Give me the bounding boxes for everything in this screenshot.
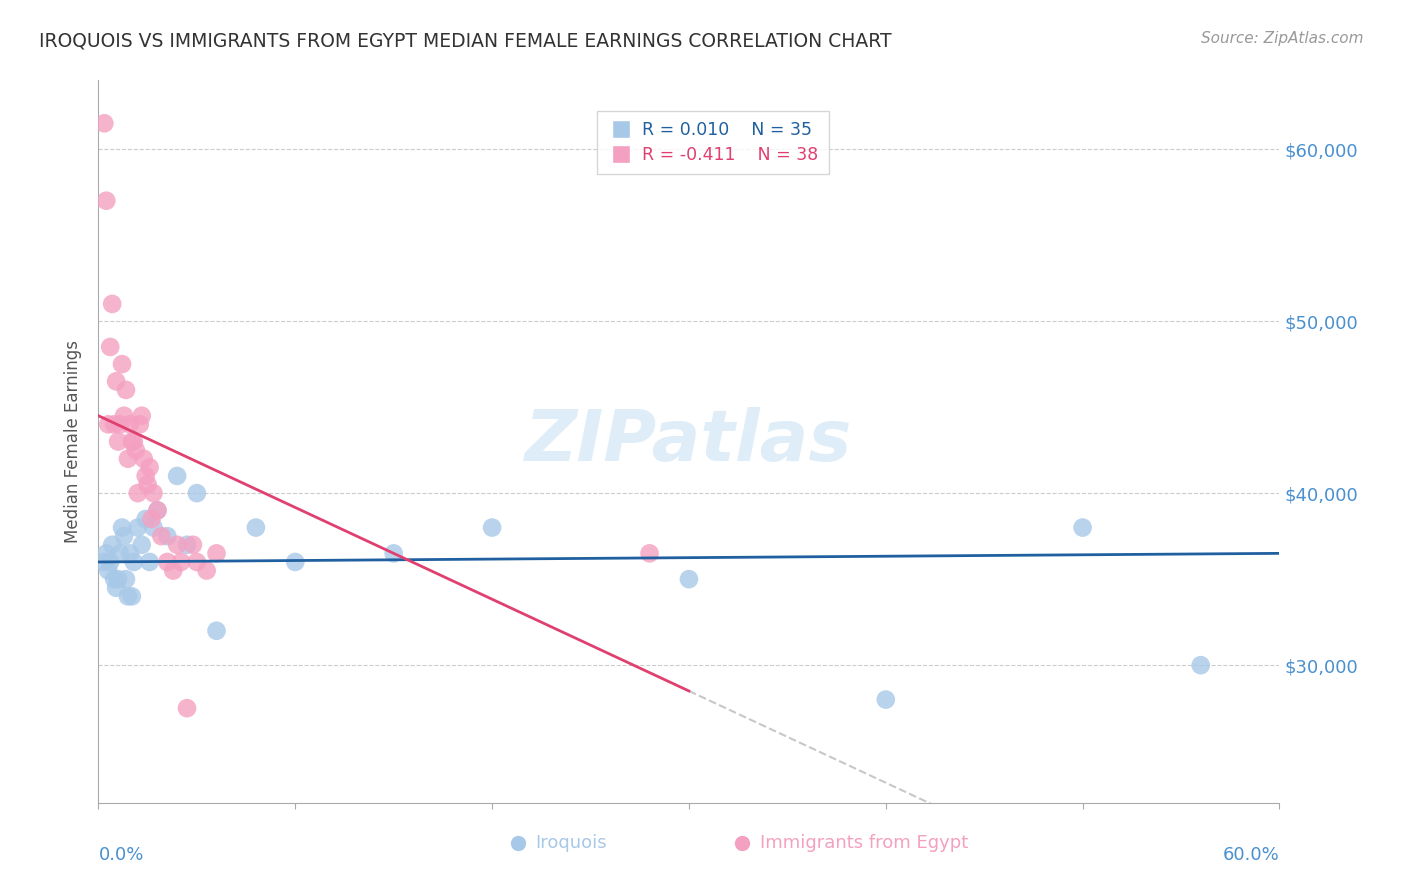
Point bbox=[142, 520, 165, 534]
Point bbox=[150, 529, 173, 543]
Point bbox=[121, 434, 143, 449]
Point bbox=[181, 538, 204, 552]
Point bbox=[162, 564, 184, 578]
Text: ZIPatlas: ZIPatlas bbox=[526, 407, 852, 476]
Point bbox=[195, 564, 218, 578]
Point bbox=[176, 538, 198, 552]
Point bbox=[127, 520, 149, 534]
Point bbox=[122, 555, 145, 569]
Point bbox=[103, 572, 125, 586]
Point bbox=[127, 486, 149, 500]
Point bbox=[146, 503, 169, 517]
Point bbox=[108, 546, 131, 560]
Y-axis label: Median Female Earnings: Median Female Earnings bbox=[65, 340, 83, 543]
Point bbox=[1071, 520, 1094, 534]
Point bbox=[142, 486, 165, 500]
Point bbox=[115, 383, 138, 397]
Point bbox=[105, 581, 128, 595]
Point bbox=[638, 546, 661, 560]
Point bbox=[93, 116, 115, 130]
Point bbox=[118, 417, 141, 432]
Point bbox=[245, 520, 267, 534]
Text: Iroquois: Iroquois bbox=[536, 833, 607, 852]
Point bbox=[118, 546, 141, 560]
Point bbox=[382, 546, 405, 560]
Text: 0.0%: 0.0% bbox=[98, 847, 143, 864]
Point bbox=[98, 340, 121, 354]
Point bbox=[112, 409, 135, 423]
Point bbox=[93, 555, 115, 569]
Point bbox=[166, 469, 188, 483]
Point bbox=[284, 555, 307, 569]
Point bbox=[101, 538, 124, 552]
Point bbox=[101, 297, 124, 311]
Point bbox=[97, 564, 120, 578]
Point bbox=[135, 512, 157, 526]
Point bbox=[141, 512, 163, 526]
Point bbox=[105, 375, 128, 389]
Point bbox=[481, 520, 503, 534]
Point bbox=[186, 486, 208, 500]
Point bbox=[156, 529, 179, 543]
Point bbox=[176, 701, 198, 715]
Point bbox=[135, 469, 157, 483]
Point bbox=[97, 417, 120, 432]
Point bbox=[166, 538, 188, 552]
Point bbox=[122, 434, 145, 449]
Text: IROQUOIS VS IMMIGRANTS FROM EGYPT MEDIAN FEMALE EARNINGS CORRELATION CHART: IROQUOIS VS IMMIGRANTS FROM EGYPT MEDIAN… bbox=[39, 31, 891, 50]
Point bbox=[205, 624, 228, 638]
Point bbox=[121, 590, 143, 604]
Point bbox=[128, 417, 150, 432]
Point bbox=[205, 546, 228, 560]
Point bbox=[107, 434, 129, 449]
Point bbox=[875, 692, 897, 706]
Point bbox=[1189, 658, 1212, 673]
Point bbox=[125, 443, 148, 458]
Point bbox=[117, 590, 139, 604]
Point bbox=[136, 477, 159, 491]
Point bbox=[117, 451, 139, 466]
Point bbox=[108, 417, 131, 432]
Text: Source: ZipAtlas.com: Source: ZipAtlas.com bbox=[1201, 31, 1364, 46]
Legend: R = 0.010    N = 35, R = -0.411    N = 38: R = 0.010 N = 35, R = -0.411 N = 38 bbox=[598, 111, 830, 175]
Point bbox=[98, 555, 121, 569]
Point bbox=[132, 451, 155, 466]
Point bbox=[138, 555, 160, 569]
Point bbox=[146, 503, 169, 517]
Point bbox=[107, 572, 129, 586]
Point bbox=[156, 555, 179, 569]
Point bbox=[115, 572, 138, 586]
Point bbox=[111, 520, 134, 534]
Text: Immigrants from Egypt: Immigrants from Egypt bbox=[759, 833, 969, 852]
Point bbox=[138, 460, 160, 475]
Point bbox=[678, 572, 700, 586]
Point bbox=[111, 357, 134, 371]
Point bbox=[131, 538, 153, 552]
Point bbox=[103, 417, 125, 432]
Point bbox=[170, 555, 193, 569]
Point bbox=[96, 546, 118, 560]
Text: 60.0%: 60.0% bbox=[1223, 847, 1279, 864]
Point bbox=[131, 409, 153, 423]
Point bbox=[112, 529, 135, 543]
Point bbox=[96, 194, 118, 208]
Point bbox=[186, 555, 208, 569]
